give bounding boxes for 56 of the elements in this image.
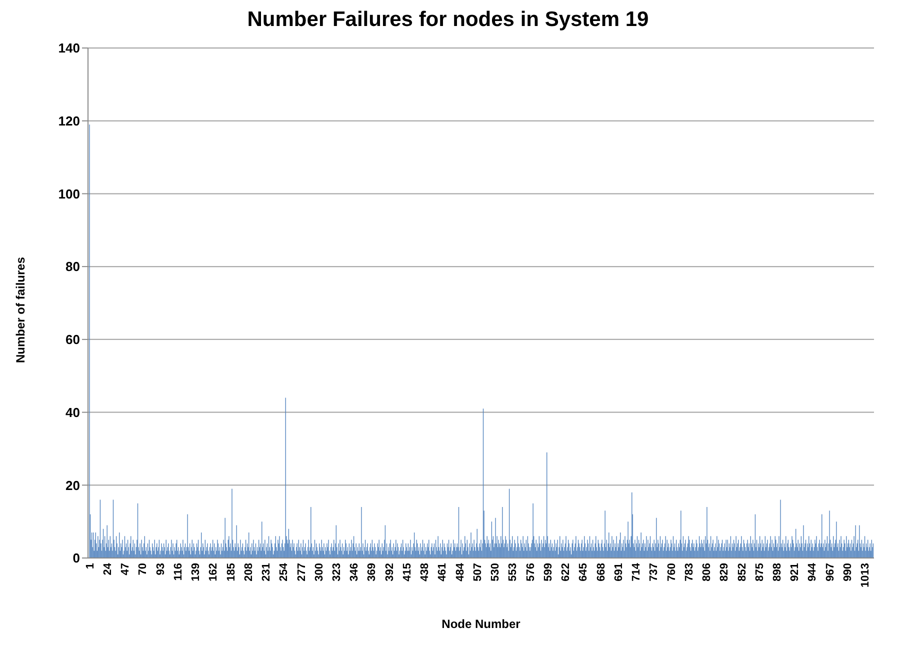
x-tick-label: 599 <box>542 563 554 582</box>
x-tick-label: 875 <box>754 563 766 582</box>
x-tick-label: 277 <box>296 563 308 582</box>
x-tick-label: 254 <box>278 562 290 582</box>
x-tick-label: 645 <box>578 563 590 582</box>
x-tick-label: 139 <box>190 563 202 582</box>
y-tick-label: 120 <box>58 113 80 128</box>
x-tick-label: 967 <box>824 563 836 582</box>
x-tick-label: 24 <box>102 562 114 576</box>
x-tick-label: 1 <box>84 563 96 570</box>
x-tick-label: 852 <box>736 563 748 582</box>
x-tick-label: 921 <box>789 563 802 582</box>
x-tick-label: 806 <box>701 563 714 582</box>
x-tick-label: 300 <box>313 563 326 582</box>
x-tick-label: 760 <box>666 563 678 582</box>
x-tick-label: 70 <box>137 563 150 576</box>
x-tick-label: 208 <box>242 563 255 582</box>
x-tick-label: 1013 <box>860 563 872 588</box>
y-axis-title: Number of failures <box>13 256 28 363</box>
y-tick-label: 140 <box>58 40 80 56</box>
x-tick-label: 461 <box>436 563 449 582</box>
y-tick-label: 20 <box>66 478 80 493</box>
x-tick-label: 668 <box>595 563 608 582</box>
x-tick-label: 47 <box>120 563 132 576</box>
x-tick-label: 415 <box>402 563 414 582</box>
y-tick-label: 60 <box>66 332 80 348</box>
x-tick-label: 162 <box>208 563 220 582</box>
x-tick-label: 323 <box>331 563 344 582</box>
x-tick-label: 484 <box>454 562 466 582</box>
x-tick-label: 185 <box>225 563 238 582</box>
x-tick-label: 530 <box>490 563 502 582</box>
x-tick-label: 553 <box>507 563 520 582</box>
x-tick-label: 346 <box>348 563 361 582</box>
y-tick-label: 80 <box>66 259 80 274</box>
x-tick-label: 898 <box>772 563 784 582</box>
x-tick-label: 116 <box>172 563 184 581</box>
x-tick-label: 944 <box>806 562 819 582</box>
x-tick-label: 691 <box>612 563 625 582</box>
x-tick-label: 714 <box>630 562 643 582</box>
x-tick-label: 990 <box>842 563 854 582</box>
y-tick-label: 0 <box>72 550 80 566</box>
x-tick-label: 622 <box>560 563 572 582</box>
x-tick-label: 392 <box>384 563 396 582</box>
x-tick-label: 507 <box>472 563 484 582</box>
x-tick-label: 369 <box>366 563 378 582</box>
y-tick-label: 40 <box>66 404 80 420</box>
x-tick-label: 576 <box>524 563 537 582</box>
x-tick-label: 438 <box>419 563 432 582</box>
x-axis-title: Node Number <box>442 617 521 631</box>
x-tick-label: 231 <box>260 563 273 582</box>
x-tick-label: 783 <box>683 563 696 582</box>
chart-title: Number Failures for nodes in System 19 <box>246 8 650 32</box>
x-tick-label: 93 <box>154 563 167 576</box>
x-tick-label: 829 <box>718 563 731 582</box>
x-tick-label: 737 <box>648 563 660 582</box>
y-tick-label: 100 <box>58 186 80 202</box>
